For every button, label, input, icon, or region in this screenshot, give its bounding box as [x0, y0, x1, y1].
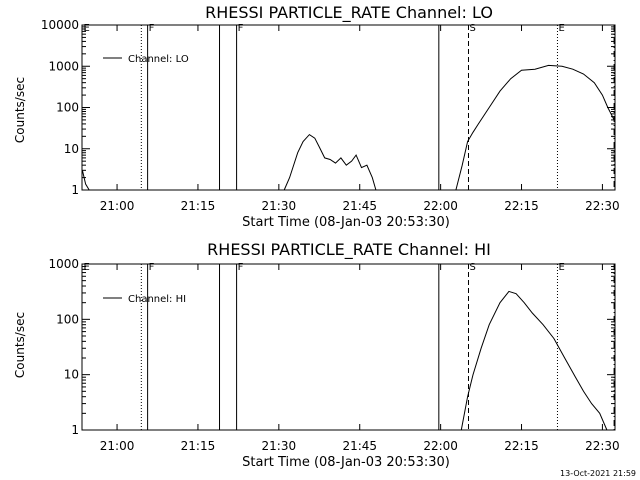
time-marker-label: E — [83, 23, 89, 34]
chart-panel-lo: RHESSI PARTICLE_RATE Channel: LO Counts/… — [13, 3, 620, 230]
time-marker-label: F — [149, 262, 155, 273]
chart-title: RHESSI PARTICLE_RATE Channel: LO — [205, 3, 493, 23]
series-line — [460, 290, 608, 431]
y-tick-label: 100 — [56, 101, 79, 115]
x-tick-label: 22:00 — [423, 199, 458, 213]
time-marker-label: F — [149, 23, 155, 34]
x-tick-label: 22:15 — [504, 439, 539, 453]
x-axis-label: Start Time (08-Jan-03 20:53:30) — [242, 455, 450, 470]
y-tick-label: 1000 — [48, 257, 79, 271]
y-tick-label: 10 — [64, 368, 79, 382]
y-axis-label: Counts/sec — [13, 312, 27, 378]
time-marker-label: E — [558, 23, 564, 34]
time-marker-label: F — [238, 23, 244, 34]
x-tick-label: 21:45 — [342, 439, 377, 453]
x-tick-label: 21:15 — [181, 439, 216, 453]
axis-ticks: 21:00 21:15 21:30 21:45 22:00 22:15 22:30 1 10 10… — [41, 18, 620, 213]
axis-ticks: 21:00 21:15 21:30 21:45 22:00 22:15 22:30 1 10 10… — [48, 257, 619, 453]
chart-title: RHESSI PARTICLE_RATE Channel: HI — [207, 240, 491, 260]
x-tick-label: 22:30 — [585, 199, 620, 213]
chart-panel-hi: RHESSI PARTICLE_RATE Channel: HI Counts/… — [13, 240, 620, 470]
x-tick-label: 21:00 — [100, 199, 135, 213]
time-marker-label: F — [238, 262, 244, 273]
legend-label: Channel: LO — [128, 54, 189, 65]
plot-frame — [81, 24, 616, 191]
y-tick-label: 1 — [71, 183, 79, 197]
x-tick-label: 22:15 — [504, 199, 539, 213]
y-tick-label: 100 — [56, 312, 79, 326]
y-tick-label: 10000 — [41, 18, 79, 32]
x-tick-label: 21:30 — [262, 439, 297, 453]
time-marker-label: S — [469, 262, 475, 273]
x-tick-label: 21:45 — [342, 199, 377, 213]
x-axis-label: Start Time (08-Jan-03 20:53:30) — [242, 215, 450, 230]
time-marker-label: E — [558, 262, 564, 273]
legend-label: Channel: HI — [128, 294, 186, 305]
footer-timestamp: 13-Oct-2021 21:59 — [560, 469, 636, 478]
plot-frame — [81, 263, 616, 431]
x-tick-label: 21:00 — [100, 439, 135, 453]
x-tick-label: 22:30 — [585, 439, 620, 453]
series-line — [455, 64, 615, 191]
series-line — [283, 133, 377, 191]
y-tick-label: 1 — [71, 423, 79, 437]
time-marker-label: S — [469, 23, 475, 34]
series-lines — [460, 290, 608, 431]
y-tick-label: 1000 — [48, 59, 79, 73]
x-tick-label: 21:15 — [181, 199, 216, 213]
y-tick-label: 10 — [64, 142, 79, 156]
series-line — [81, 170, 90, 191]
y-axis-label: Counts/sec — [13, 77, 27, 143]
time-marker-label: E — [83, 262, 89, 273]
series-lines — [81, 64, 615, 191]
x-tick-label: 22:00 — [423, 439, 458, 453]
x-tick-label: 21:30 — [262, 199, 297, 213]
